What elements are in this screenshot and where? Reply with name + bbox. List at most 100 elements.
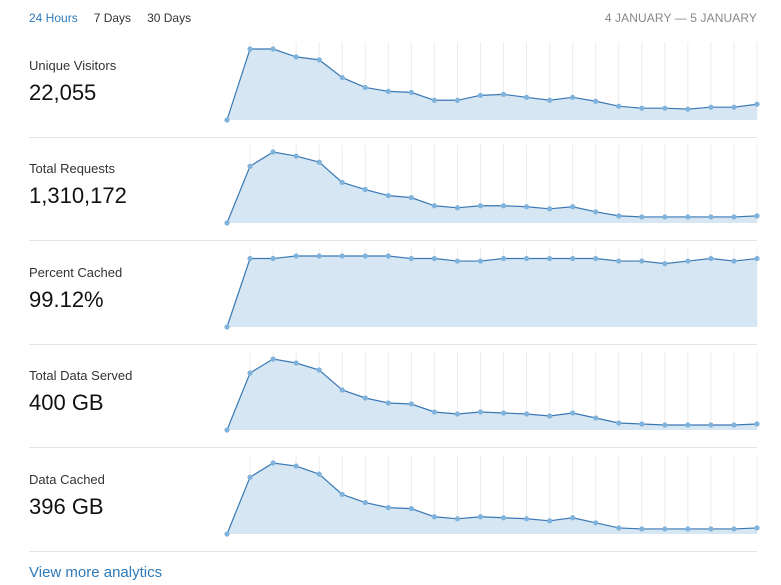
data-point[interactable]	[570, 94, 576, 100]
data-point[interactable]	[293, 463, 299, 469]
data-point[interactable]	[708, 526, 714, 532]
data-point[interactable]	[547, 413, 553, 419]
data-point[interactable]	[662, 105, 668, 111]
data-point[interactable]	[547, 255, 553, 262]
data-point[interactable]	[754, 525, 760, 531]
data-point[interactable]	[616, 525, 622, 531]
data-point[interactable]	[500, 255, 507, 262]
data-point[interactable]	[431, 255, 437, 262]
data-point[interactable]	[500, 91, 507, 97]
data-point[interactable]	[570, 515, 576, 521]
data-point[interactable]	[247, 46, 253, 52]
data-point[interactable]	[639, 421, 645, 427]
view-more-analytics-link[interactable]: View more analytics	[29, 564, 163, 581]
data-point[interactable]	[708, 214, 714, 220]
data-point[interactable]	[454, 205, 461, 211]
data-point[interactable]	[523, 204, 530, 210]
data-point[interactable]	[362, 395, 368, 401]
data-point[interactable]	[477, 409, 484, 415]
data-point[interactable]	[316, 57, 322, 63]
data-point[interactable]	[639, 258, 645, 264]
data-point[interactable]	[570, 410, 576, 416]
data-point[interactable]	[570, 255, 576, 262]
data-point[interactable]	[431, 409, 437, 415]
data-point[interactable]	[339, 74, 345, 81]
data-point[interactable]	[247, 255, 253, 262]
data-point[interactable]	[454, 411, 461, 417]
data-point[interactable]	[616, 103, 622, 109]
data-point[interactable]	[270, 460, 276, 466]
data-point[interactable]	[316, 471, 322, 477]
data-point[interactable]	[662, 422, 668, 428]
data-point[interactable]	[731, 214, 737, 220]
data-point[interactable]	[385, 88, 391, 95]
data-point[interactable]	[523, 411, 530, 417]
data-point[interactable]	[639, 214, 645, 220]
data-point[interactable]	[523, 516, 530, 522]
data-point[interactable]	[593, 255, 599, 262]
data-point[interactable]	[339, 179, 345, 186]
data-point[interactable]	[754, 213, 760, 219]
data-point[interactable]	[431, 203, 437, 209]
data-point[interactable]	[685, 106, 691, 112]
data-point[interactable]	[500, 203, 507, 209]
data-point[interactable]	[224, 117, 230, 123]
data-point[interactable]	[247, 474, 253, 480]
data-point[interactable]	[593, 98, 599, 104]
data-point[interactable]	[339, 491, 345, 498]
data-point[interactable]	[247, 163, 253, 169]
data-point[interactable]	[685, 258, 691, 264]
data-point[interactable]	[408, 506, 414, 512]
data-point[interactable]	[454, 258, 461, 264]
data-point[interactable]	[408, 401, 414, 407]
data-point[interactable]	[731, 104, 737, 110]
data-point[interactable]	[316, 253, 322, 259]
data-point[interactable]	[477, 92, 484, 98]
data-point[interactable]	[662, 214, 668, 220]
data-point[interactable]	[385, 193, 391, 199]
data-point[interactable]	[362, 186, 368, 193]
data-point[interactable]	[570, 204, 576, 210]
data-point[interactable]	[339, 387, 345, 393]
data-point[interactable]	[270, 149, 276, 155]
data-point[interactable]	[685, 526, 691, 532]
data-point[interactable]	[408, 195, 414, 201]
data-point[interactable]	[616, 258, 622, 264]
data-point[interactable]	[754, 255, 760, 262]
data-point[interactable]	[593, 520, 599, 526]
data-point[interactable]	[616, 420, 622, 426]
data-point[interactable]	[662, 261, 668, 267]
data-point[interactable]	[547, 518, 553, 524]
data-point[interactable]	[270, 356, 276, 362]
data-point[interactable]	[523, 94, 530, 100]
data-point[interactable]	[477, 514, 484, 520]
data-point[interactable]	[731, 422, 737, 428]
data-point[interactable]	[477, 258, 484, 264]
data-point[interactable]	[316, 367, 322, 373]
data-point[interactable]	[454, 97, 461, 103]
data-point[interactable]	[593, 415, 599, 421]
data-point[interactable]	[224, 427, 230, 433]
data-point[interactable]	[731, 526, 737, 532]
data-point[interactable]	[593, 209, 599, 215]
data-point[interactable]	[523, 255, 530, 262]
data-point[interactable]	[547, 97, 553, 103]
data-point[interactable]	[500, 515, 507, 521]
data-point[interactable]	[224, 220, 230, 226]
data-point[interactable]	[754, 421, 760, 427]
data-point[interactable]	[362, 84, 368, 91]
tab-7-days[interactable]: 7 Days	[93, 11, 132, 25]
data-point[interactable]	[639, 526, 645, 532]
data-point[interactable]	[408, 89, 414, 95]
data-point[interactable]	[408, 255, 414, 262]
data-point[interactable]	[362, 499, 368, 506]
tab-30-days[interactable]: 30 Days	[147, 11, 192, 25]
data-point[interactable]	[431, 97, 437, 103]
tab-24-hours[interactable]: 24 Hours	[29, 11, 78, 25]
data-point[interactable]	[616, 213, 622, 219]
data-point[interactable]	[385, 253, 391, 259]
data-point[interactable]	[224, 531, 230, 537]
data-point[interactable]	[247, 370, 253, 376]
data-point[interactable]	[547, 206, 553, 212]
data-point[interactable]	[708, 255, 714, 262]
